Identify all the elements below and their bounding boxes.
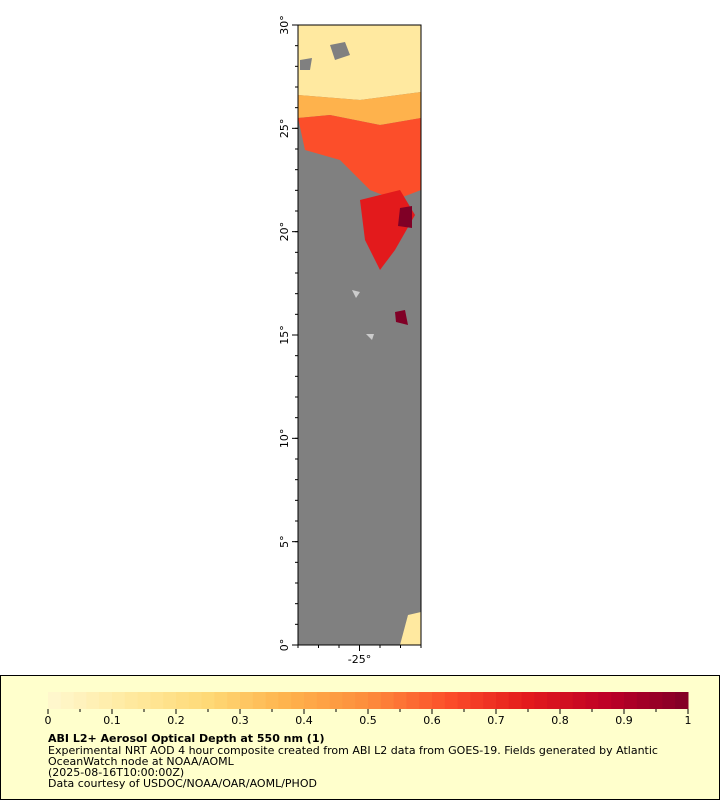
colorbar-swatch bbox=[457, 692, 471, 709]
map-image bbox=[297, 24, 422, 646]
colorbar-swatch bbox=[496, 692, 510, 709]
colorbar-tick-label: 0.6 bbox=[423, 714, 441, 727]
cloud-gap bbox=[300, 58, 312, 70]
land bbox=[366, 334, 374, 340]
colorbar-swatch bbox=[419, 692, 433, 709]
colorbar-swatch bbox=[662, 692, 676, 709]
legend-note: Experimental NRT AOD 4 hour composite cr… bbox=[48, 744, 658, 757]
colorbar-swatch bbox=[278, 692, 292, 709]
aerosol-field bbox=[298, 115, 421, 200]
colorbar-swatch bbox=[432, 692, 446, 709]
colorbar-swatch bbox=[444, 692, 459, 709]
colorbar-swatch bbox=[470, 692, 484, 709]
legend-title: ABI L2+ Aerosol Optical Depth at 550 nm … bbox=[48, 732, 325, 745]
colorbar-tick-label: 0.9 bbox=[615, 714, 633, 727]
colorbar-swatch bbox=[611, 692, 625, 709]
aerosol-field bbox=[398, 206, 412, 228]
colorbar-tick-label: 0.2 bbox=[167, 714, 185, 727]
legend-note: (2025-08-16T10:00:00Z) bbox=[48, 766, 184, 779]
colorbar-swatch bbox=[560, 692, 574, 709]
colorbar-swatch bbox=[598, 692, 612, 709]
colorbar-swatch bbox=[393, 692, 407, 709]
colorbar-swatch bbox=[137, 692, 151, 709]
colorbar-swatch bbox=[252, 692, 267, 709]
aerosol-field bbox=[298, 92, 421, 125]
colorbar-swatch bbox=[649, 692, 663, 709]
colorbar-swatch bbox=[406, 692, 420, 709]
legend-note: Data courtesy of USDOC/NOAA/OAR/AOML/PHO… bbox=[48, 777, 317, 790]
colorbar-swatch bbox=[265, 692, 279, 709]
colorbar-swatch bbox=[329, 692, 343, 709]
colorbar-swatch bbox=[483, 692, 497, 709]
y-tick-label: 0° bbox=[278, 639, 291, 652]
legend-note: OceanWatch node at NOAA/AOML bbox=[48, 755, 235, 768]
colorbar-swatch bbox=[188, 692, 203, 709]
x-tick-label: -25° bbox=[348, 653, 371, 666]
colorbar-swatch bbox=[316, 692, 331, 709]
colorbar-swatch bbox=[380, 692, 395, 709]
colorbar-tick-label: 0.4 bbox=[295, 714, 313, 727]
colorbar-swatch bbox=[99, 692, 113, 709]
y-tick-label: 20° bbox=[278, 222, 291, 242]
colorbar-swatch bbox=[201, 692, 215, 709]
aerosol-field bbox=[395, 310, 408, 325]
colorbar-swatch bbox=[291, 692, 305, 709]
colorbar-swatch bbox=[508, 692, 523, 709]
colorbar-tick-label: 0 bbox=[45, 714, 52, 727]
colorbar-tick-label: 0.3 bbox=[231, 714, 249, 727]
colorbar-swatch bbox=[163, 692, 177, 709]
y-tick-label: 30° bbox=[278, 15, 291, 35]
colorbar-tick-label: 0.7 bbox=[487, 714, 505, 727]
colorbar-swatch bbox=[124, 692, 139, 709]
colorbar-swatch bbox=[342, 692, 356, 709]
colorbar-swatch bbox=[521, 692, 535, 709]
colorbar-tick-label: 1 bbox=[685, 714, 692, 727]
colorbar-swatch bbox=[624, 692, 638, 709]
colorbar-tick-label: 0.1 bbox=[103, 714, 121, 727]
colorbar-swatch bbox=[368, 692, 382, 709]
colorbar-swatch bbox=[636, 692, 651, 709]
colorbar-tick-label: 0.8 bbox=[551, 714, 569, 727]
colorbar-swatch bbox=[86, 692, 100, 709]
colorbar-swatch bbox=[240, 692, 254, 709]
aerosol-field bbox=[400, 612, 421, 645]
colorbar-tick-label: 0.5 bbox=[359, 714, 377, 727]
y-tick-label: 15° bbox=[278, 325, 291, 345]
colorbar-swatch bbox=[304, 692, 318, 709]
colorbar-swatch bbox=[48, 692, 62, 709]
colorbar-swatch bbox=[675, 692, 689, 709]
colorbar-swatch bbox=[547, 692, 561, 709]
land bbox=[352, 290, 360, 298]
colorbar-swatch bbox=[112, 692, 126, 709]
cloud-gap bbox=[330, 42, 350, 60]
colorbar-swatch bbox=[60, 692, 75, 709]
colorbar-swatch bbox=[176, 692, 190, 709]
colorbar-swatch bbox=[534, 692, 548, 709]
colorbar-swatch bbox=[355, 692, 369, 709]
y-tick-label: 5° bbox=[278, 535, 291, 548]
y-tick-label: 10° bbox=[278, 429, 291, 449]
colorbar-swatch bbox=[572, 692, 587, 709]
colorbar-swatch bbox=[585, 692, 599, 709]
aerosol-field bbox=[298, 25, 421, 100]
colorbar-swatch bbox=[73, 692, 87, 709]
colorbar-swatch bbox=[214, 692, 228, 709]
colorbar-swatch bbox=[227, 692, 241, 709]
colorbar-swatch bbox=[150, 692, 164, 709]
y-tick-label: 25° bbox=[278, 119, 291, 139]
